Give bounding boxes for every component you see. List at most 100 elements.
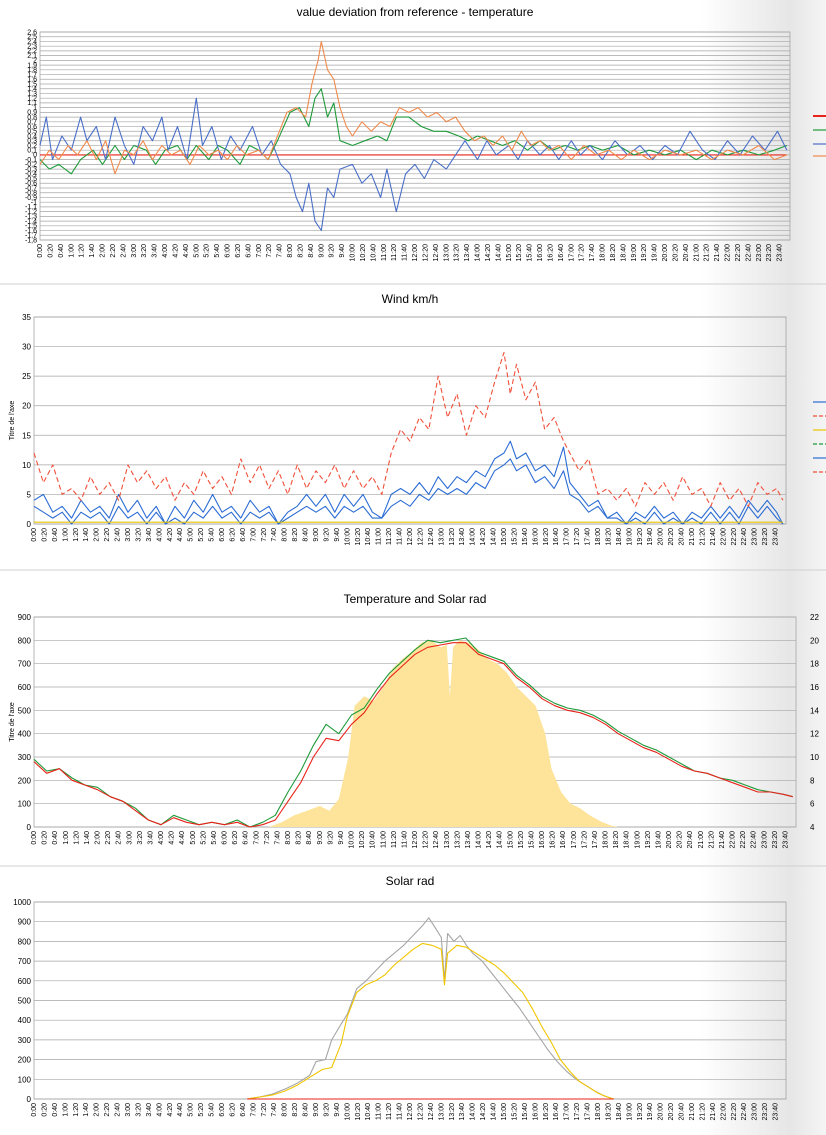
x-tick-label: 9:20 [323, 1103, 330, 1117]
y-tick-label: 10 [22, 461, 31, 470]
y-tick-label: 1,6 [27, 77, 37, 84]
x-tick-label: 10:40 [370, 831, 377, 849]
x-tick-label: 0:00 [31, 528, 38, 542]
y-tick-label: -0,6 [25, 181, 37, 188]
temperature-solar-chart: Temperature and Solar rad 900 800 700 600 500… [9, 592, 819, 849]
x-tick-label: 9:00 [318, 244, 325, 258]
y2-tick-label: 16 [810, 683, 819, 692]
x-tick-label: 18:20 [613, 831, 620, 849]
x-tick-label: 14:20 [480, 528, 487, 546]
x-tick-label: 2:20 [105, 831, 112, 845]
x-tick-label: 8:00 [282, 1103, 289, 1117]
x-tick-label: 22:20 [731, 528, 738, 546]
x-tick-label: 4:20 [172, 244, 179, 258]
x-tick-label: 10:20 [355, 528, 362, 546]
x-tick-label: 10:20 [360, 244, 367, 262]
x-tick-label: 23:00 [756, 244, 763, 262]
x-tick-label: 3:20 [135, 528, 142, 542]
x-tick-label: 22:00 [720, 528, 727, 546]
x-tick-label: 17:40 [585, 528, 592, 546]
x-tick-label: 14:40 [491, 528, 498, 546]
x-tick-label: 16:00 [537, 244, 544, 262]
y-tick-label: -0,9 [25, 195, 37, 202]
x-tick-label: 6:20 [232, 831, 239, 845]
x-tick-label: 15:20 [511, 528, 518, 546]
x-tick-label: 19:40 [655, 831, 662, 849]
x-tick-label: 17:20 [574, 1103, 581, 1121]
y-tick-label: 25 [22, 372, 31, 381]
x-tick-label: 1:40 [89, 244, 96, 258]
x-tick-label: 13:00 [438, 528, 445, 546]
x-tick-label: 6:00 [222, 831, 229, 845]
x-tick-label: 18:40 [616, 528, 623, 546]
y2-tick-label: 6 [810, 800, 815, 809]
x-tick-label: 20:00 [658, 1103, 665, 1121]
y-tick-label: -1,1 [25, 204, 37, 211]
x-tick-label: 10:00 [344, 528, 351, 546]
x-tick-label: 6:40 [243, 831, 250, 845]
x-tick-label: 16:40 [553, 1103, 560, 1121]
x-tick-label: 20:20 [668, 528, 675, 546]
x-tick-label: 9:40 [339, 244, 346, 258]
x-tick-label: 3:20 [135, 1103, 142, 1117]
y-tick-label: 0 [27, 823, 32, 832]
x-tick-label: 7:40 [274, 831, 281, 845]
y-tick-label: 1000 [13, 898, 31, 907]
y-tick-label: -1 [31, 199, 37, 206]
x-tick-label: 12:00 [407, 528, 414, 546]
x-tick-label: 15:00 [501, 528, 508, 546]
x-tick-label: 23:20 [772, 831, 779, 849]
x-tick-label: 0:20 [41, 528, 48, 542]
x-tick-label: 21:40 [710, 528, 717, 546]
x-tick-label: 2:20 [104, 1103, 111, 1117]
x-tick-label: 16:00 [532, 528, 539, 546]
y-tick-label: 1,8 [27, 67, 37, 74]
x-tick-label: 17:00 [564, 528, 571, 546]
x-tick-label: 1:20 [73, 831, 80, 845]
x-tick-label: 0:00 [37, 244, 44, 258]
x-tick-label: 15:20 [516, 244, 523, 262]
x-tick-label: 12:40 [428, 1103, 435, 1121]
y-tick-label: 0,5 [27, 129, 37, 136]
y-tick-label: 0,1 [27, 147, 37, 154]
y-tick-label: 400 [18, 1016, 32, 1025]
plot-area [33, 316, 787, 525]
x-tick-label: 8:40 [303, 1103, 310, 1117]
x-tick-label: 19:20 [645, 831, 652, 849]
x-tick-label: 20:40 [683, 244, 690, 262]
x-tick-label: 0:00 [31, 831, 38, 845]
x-tick-label: 23:00 [761, 831, 768, 849]
chart-title: Temperature and Solar rad [344, 592, 487, 606]
x-tick-label: 12:20 [417, 528, 424, 546]
y-tick-label: 2,1 [27, 53, 37, 60]
x-tick-label: 12:20 [417, 1103, 424, 1121]
y-tick-label: 0 [27, 1095, 32, 1104]
x-tick-label: 17:20 [581, 831, 588, 849]
y-tick-label: 0,6 [27, 124, 37, 131]
x-tick-label: 20:40 [679, 528, 686, 546]
x-tick-label: 6:20 [235, 244, 242, 258]
x-tick-label: 5:00 [193, 244, 200, 258]
y-tick-label: 200 [18, 1056, 32, 1065]
x-tick-label: 14:20 [480, 1103, 487, 1121]
x-tick-label: 8:20 [292, 528, 299, 542]
y-tick-label: 800 [18, 937, 32, 946]
x-tick-label: 1:40 [84, 831, 91, 845]
x-tick-label: 20:40 [687, 831, 694, 849]
y-tick-label: 0 [27, 520, 32, 529]
x-tick-label: 0:20 [41, 1103, 48, 1117]
chart-title: Wind km/h [382, 292, 439, 306]
y-tick-label: 35 [22, 313, 31, 322]
x-tick-label: 11:00 [380, 831, 387, 848]
x-tick-label: 1:40 [83, 1103, 90, 1117]
x-tick-label: 17:00 [564, 1103, 571, 1121]
x-tick-label: 14:00 [476, 831, 483, 849]
x-tick-label: 9:20 [329, 244, 336, 258]
y2-tick-label: 20 [810, 636, 819, 645]
x-tick-label: 6:40 [240, 1103, 247, 1117]
y-tick-label: -0,2 [25, 162, 37, 169]
y-tick-label: 600 [18, 683, 32, 692]
x-tick-label: 5:40 [209, 528, 216, 542]
x-tick-label: 7:00 [250, 1103, 257, 1117]
x-tick-label: 3:40 [146, 1103, 153, 1117]
